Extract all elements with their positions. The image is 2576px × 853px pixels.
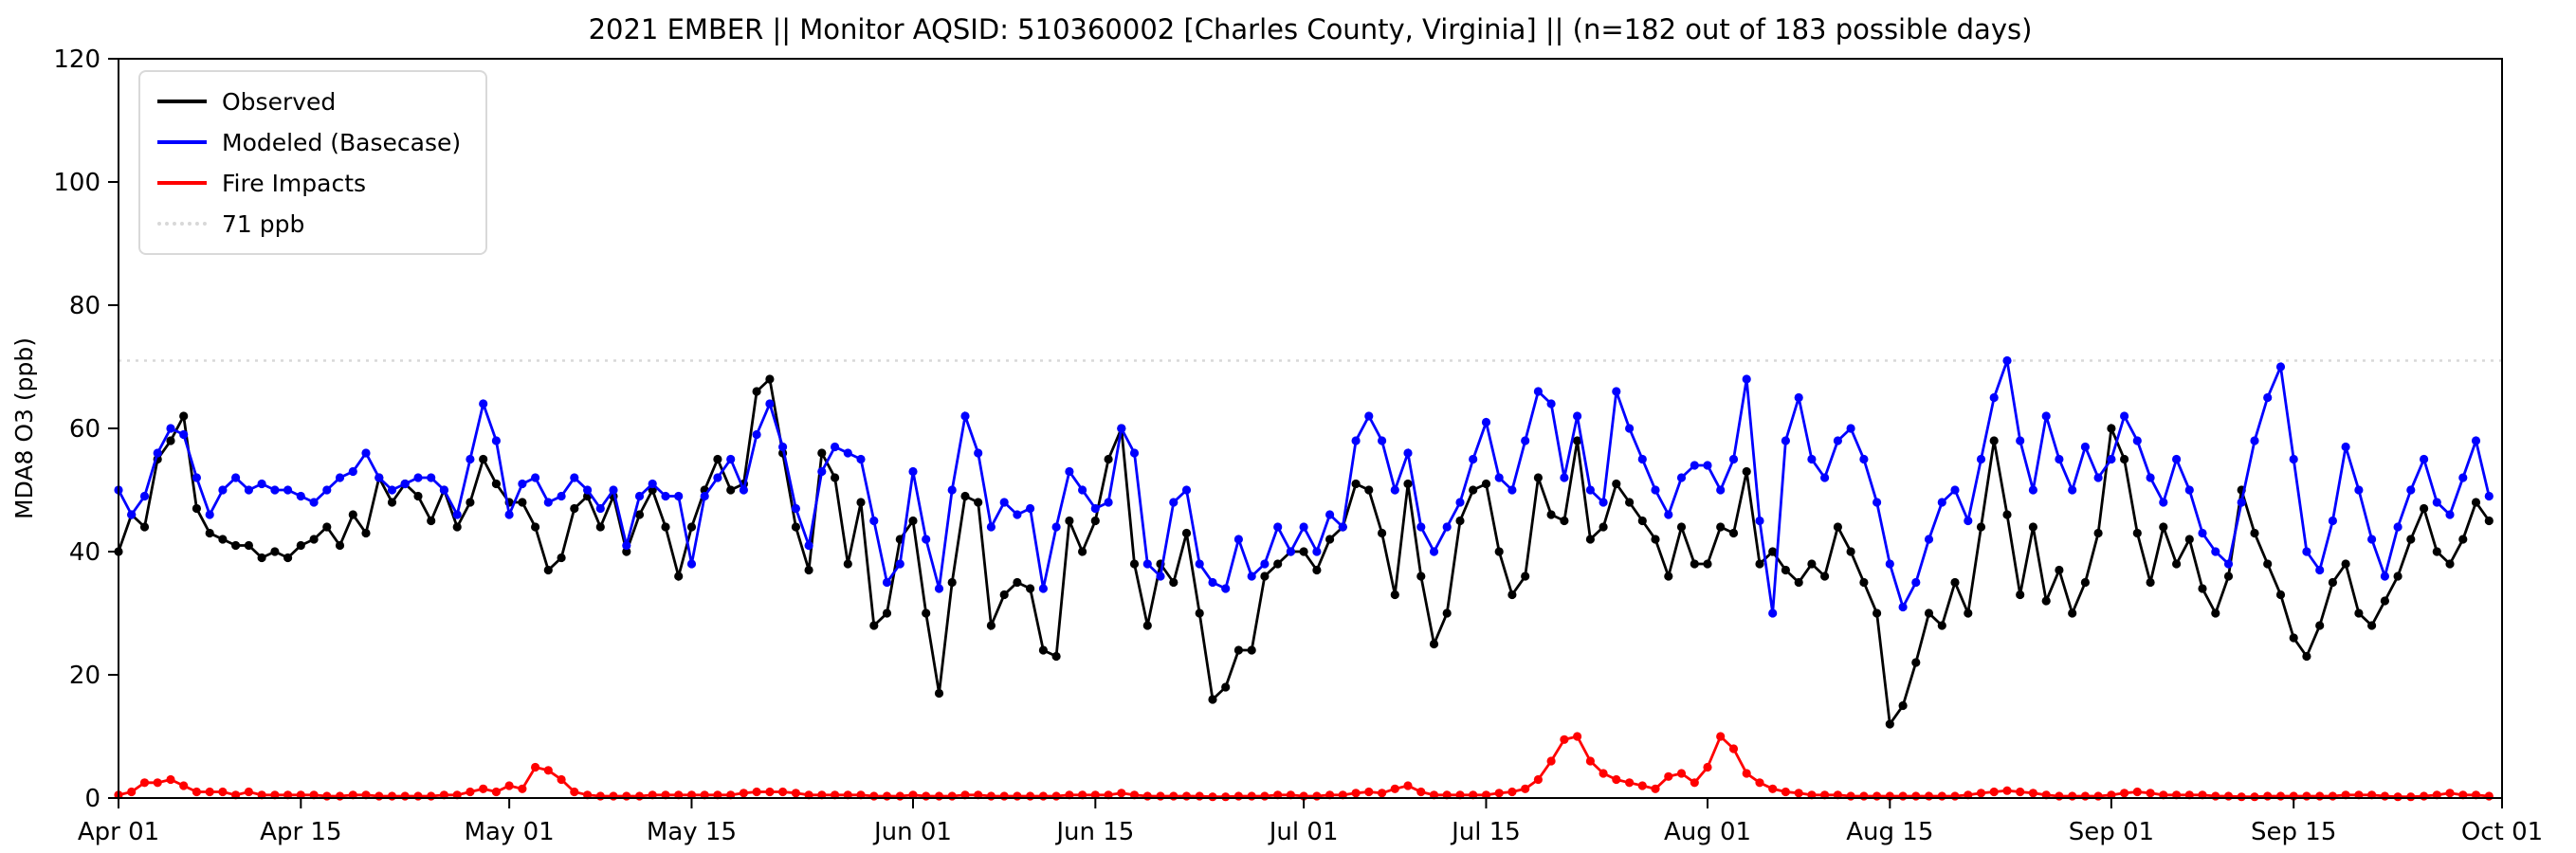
svg-text:May 15: May 15: [647, 818, 737, 846]
svg-text:120: 120: [53, 45, 100, 74]
svg-text:Aug 15: Aug 15: [1846, 818, 1933, 846]
series-modeled-basecase-: [114, 355, 2494, 618]
svg-text:Aug 01: Aug 01: [1664, 818, 1751, 846]
observed-line-swatch: [157, 100, 207, 103]
y-axis-label: MDA8 O3 (ppb): [10, 337, 38, 519]
svg-text:Apr 15: Apr 15: [260, 818, 341, 846]
fire-line-swatch: [157, 181, 207, 185]
chart-title: 2021 EMBER || Monitor AQSID: 510360002 […: [588, 13, 2033, 45]
observed-legend-label: Observed: [222, 87, 337, 116]
svg-text:20: 20: [69, 662, 100, 690]
legend: Observed Modeled (Basecase) Fire Impacts…: [138, 70, 488, 255]
svg-text:Oct 01: Oct 01: [2461, 818, 2543, 846]
fire-legend-label: Fire Impacts: [222, 169, 367, 197]
svg-text:0: 0: [84, 785, 100, 813]
svg-text:Jun 15: Jun 15: [1054, 818, 1134, 846]
svg-text:Apr 01: Apr 01: [78, 818, 159, 846]
modeled-legend-label: Modeled (Basecase): [222, 128, 462, 156]
legend-item-observed: Observed: [157, 85, 461, 118]
svg-text:Jul 15: Jul 15: [1450, 818, 1521, 846]
legend-item-fire: Fire Impacts: [157, 167, 461, 199]
svg-text:40: 40: [69, 538, 100, 567]
modeled-line-swatch: [157, 140, 207, 144]
series-observed: [114, 374, 2494, 729]
svg-text:100: 100: [53, 169, 100, 197]
legend-item-threshold: 71 ppb: [157, 208, 461, 240]
y-axis: 0 20 40 60 80 100 120: [53, 45, 119, 813]
svg-text:Sep 15: Sep 15: [2251, 818, 2336, 846]
svg-text:80: 80: [69, 292, 100, 320]
svg-text:Jun 01: Jun 01: [872, 818, 952, 846]
threshold-legend-label: 71 ppb: [222, 209, 305, 238]
svg-text:Sep 01: Sep 01: [2069, 818, 2154, 846]
series-fire-impacts: [114, 732, 2494, 802]
svg-text:May 01: May 01: [465, 818, 555, 846]
x-axis: Apr 01 Apr 15 May 01 May 15 Jun 01 Jun 15 Jul …: [78, 798, 2543, 846]
threshold-line-swatch: [157, 222, 207, 226]
svg-text:60: 60: [69, 415, 100, 444]
svg-text:Jul 01: Jul 01: [1268, 818, 1339, 846]
legend-item-modeled: Modeled (Basecase): [157, 126, 461, 158]
